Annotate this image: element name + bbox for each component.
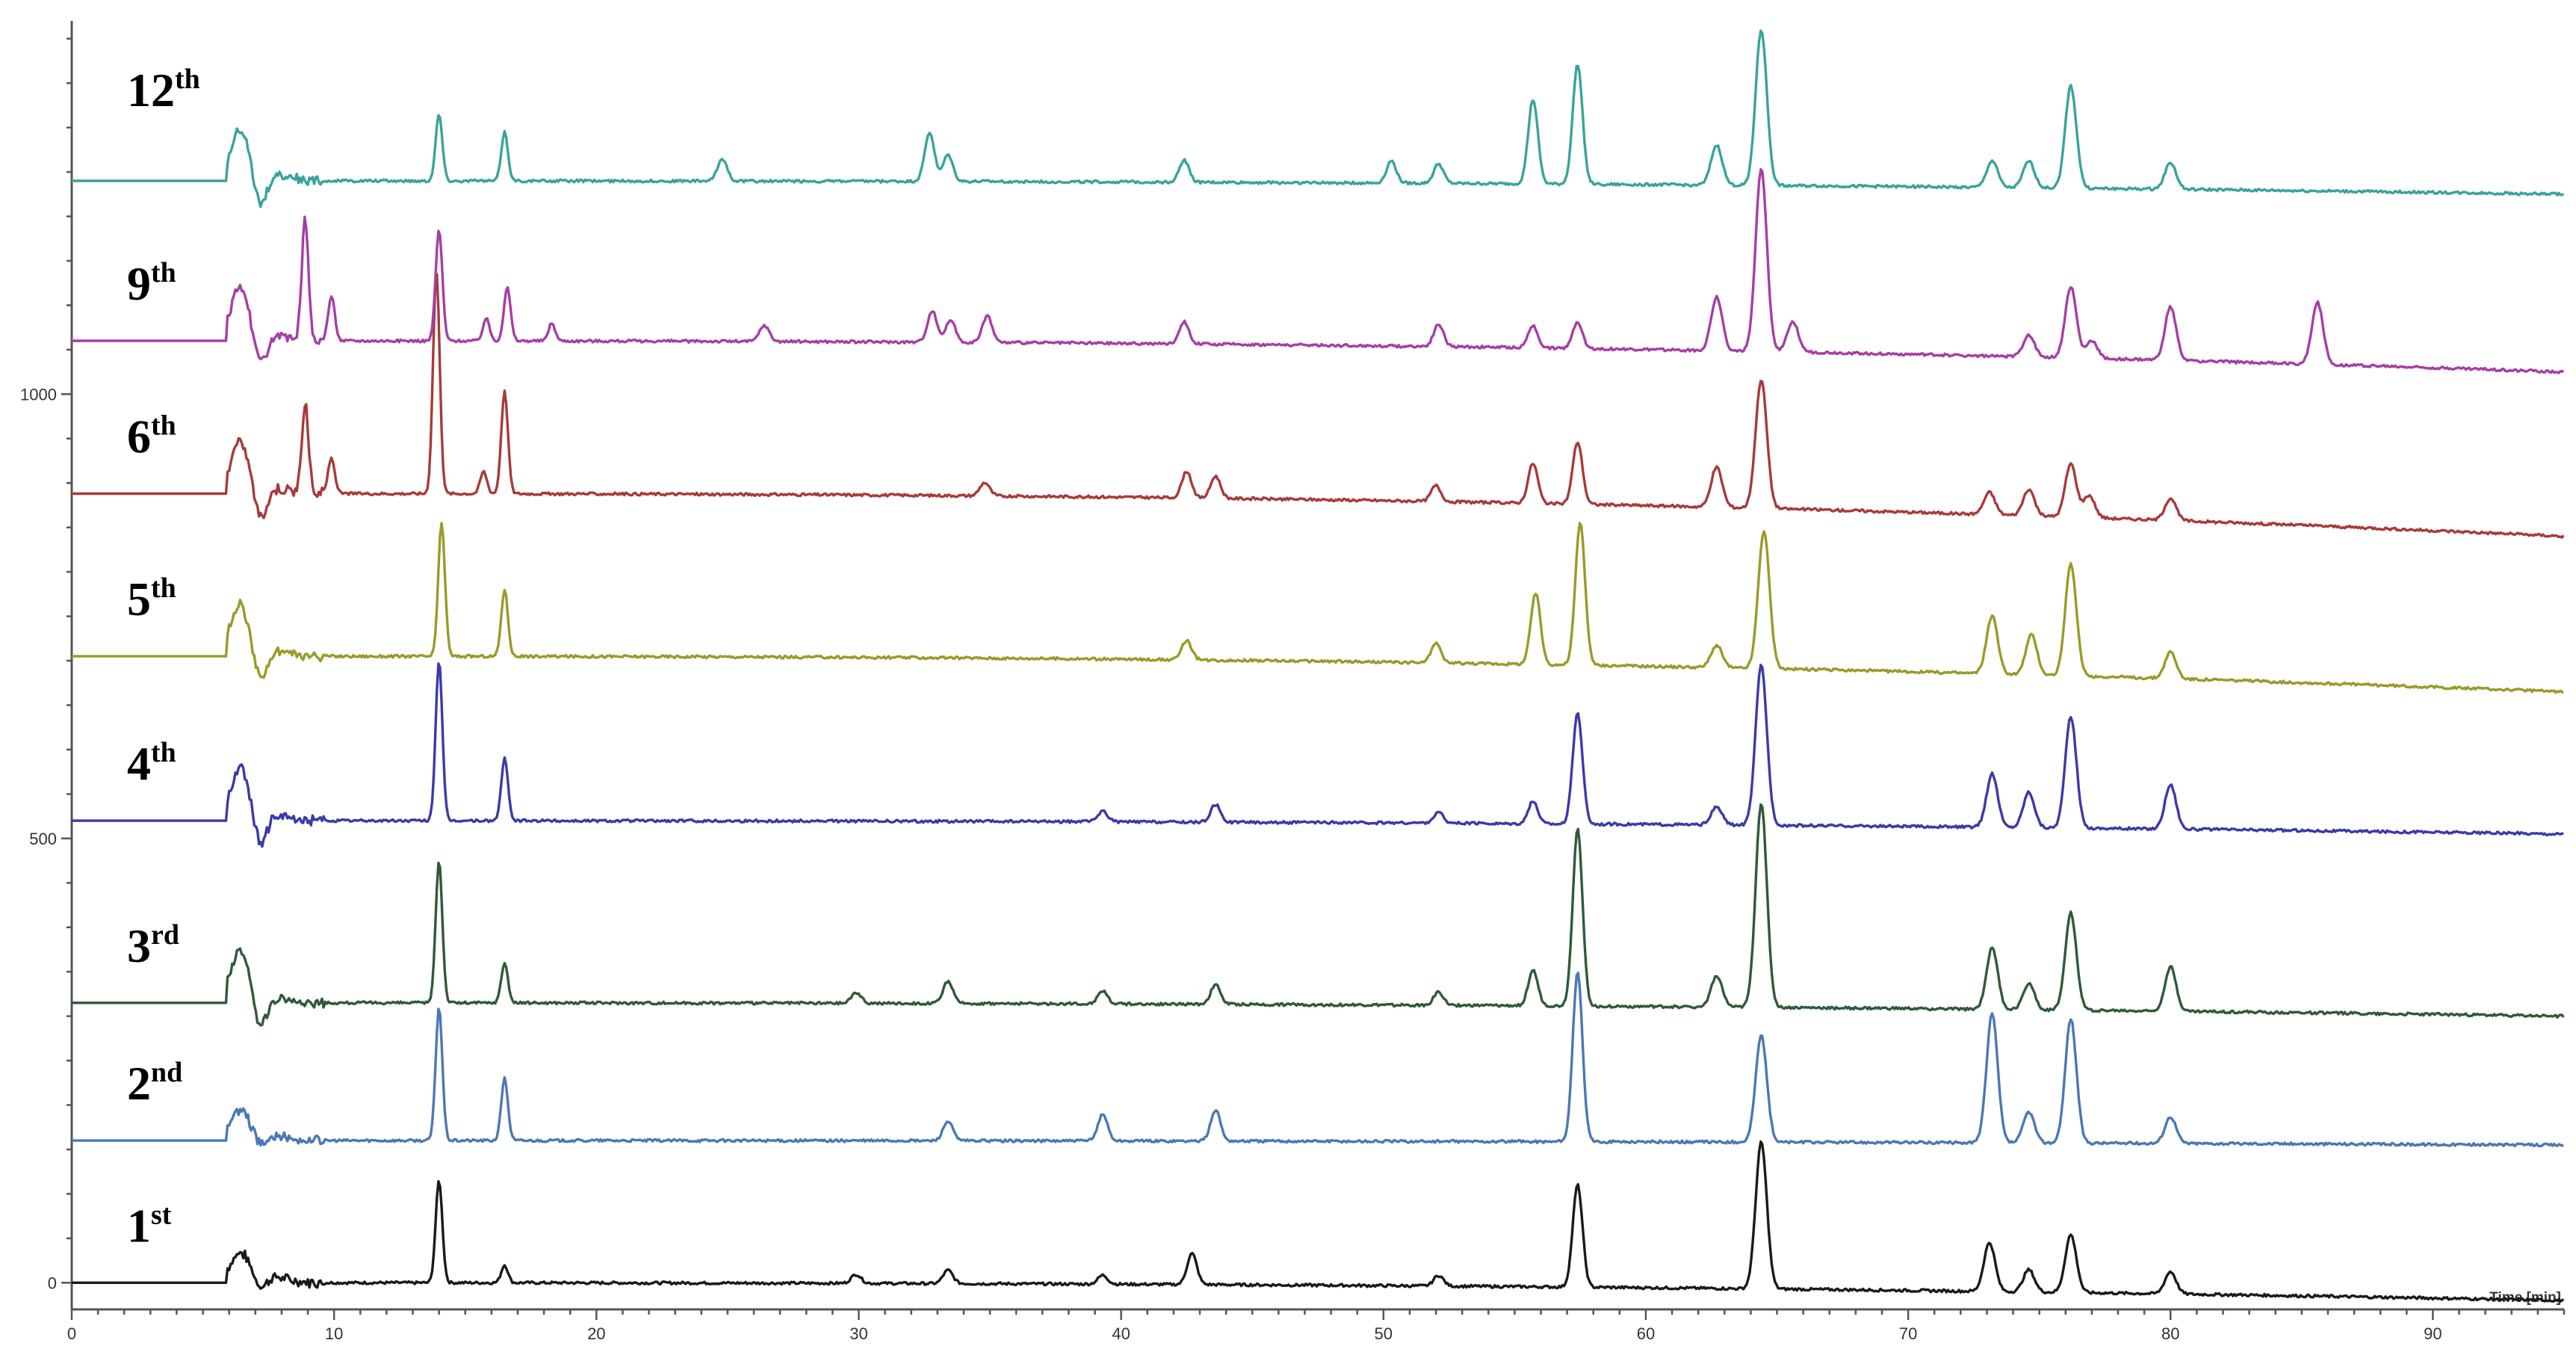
y-tick-label: 0 [48,1274,57,1292]
series-label-suffix: nd [151,1057,182,1088]
series-label-suffix: th [175,64,200,95]
series-label-suffix: rd [151,919,179,951]
x-tick-label: 20 [587,1324,605,1343]
series-label-6th: 6th [127,410,176,463]
x-tick-label: 80 [2161,1324,2179,1343]
series-line-4th [72,662,2564,848]
series-label-suffix: th [151,257,176,288]
x-tick-label: 70 [1899,1324,1917,1343]
axes: 0 10 20 30 40 50 60 70 80 90 Time [min] 0 500 1000 [20,21,2566,1343]
x-tick-label: 50 [1375,1324,1393,1343]
series-label-4th: 4th [127,737,176,790]
y-tick-label: 1000 [20,385,57,404]
x-tick-label: 10 [325,1324,343,1343]
series-label-number: 3 [127,919,151,972]
series-label-1st: 1st [127,1199,172,1252]
series-label-suffix: th [151,572,176,604]
series-label-number: 12 [127,64,175,117]
x-tick-label: 60 [1637,1324,1655,1343]
series-line-9th [72,167,2565,374]
series-label-number: 4 [127,737,151,790]
series-label-suffix: th [151,737,176,768]
series-label-9th: 9th [127,257,176,310]
series-line-5th [72,522,2564,694]
series-label-number: 5 [127,572,151,626]
series-line-1st [72,1140,2565,1303]
series-label-suffix: st [151,1199,172,1230]
series-line-2nd [72,972,2565,1148]
series-label-5th: 5th [127,572,176,626]
series-label-3rd: 3rd [127,919,179,972]
x-axis-title: Time [min] [2489,1290,2561,1306]
x-tick-label: 40 [1112,1324,1130,1343]
series-label-number: 9 [127,257,151,310]
y-tick-label: 500 [29,830,57,848]
series-label-number: 6 [127,410,151,463]
traces [72,29,2565,1303]
x-tick-label: 0 [67,1324,76,1343]
series-line-6th [72,273,2565,539]
series-label-suffix: th [151,410,176,442]
x-tick-label: 30 [849,1324,867,1343]
series-label-2nd: 2nd [127,1057,182,1110]
series-label-number: 2 [127,1057,151,1110]
series-line-3rd [72,803,2565,1027]
series-label-number: 1 [127,1199,151,1252]
series-line-12th [72,29,2565,209]
x-tick-label: 90 [2424,1324,2442,1343]
series-label-12th: 12th [127,64,200,117]
